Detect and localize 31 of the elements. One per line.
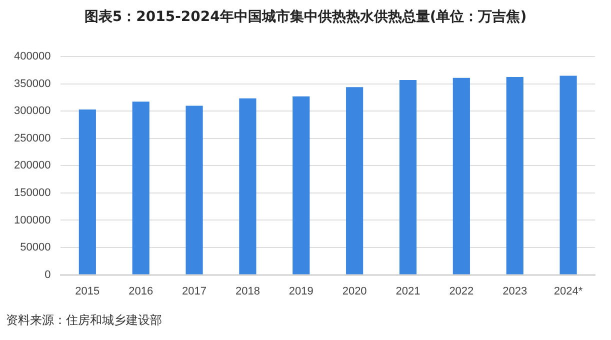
bar xyxy=(78,110,96,274)
y-tick-label: 200000 xyxy=(14,160,51,172)
x-tick-label: 2024* xyxy=(554,285,584,298)
x-tick-label: 2017 xyxy=(182,285,207,298)
bar xyxy=(452,78,470,274)
x-tick-label: 2015 xyxy=(75,285,100,298)
bar xyxy=(506,77,524,274)
y-tick-label: 400000 xyxy=(14,50,51,63)
y-tick-label: 100000 xyxy=(14,214,51,226)
bar xyxy=(399,80,417,274)
bar xyxy=(132,102,150,274)
x-tick-label: 2020 xyxy=(342,285,367,298)
bar xyxy=(292,96,310,274)
text: 资料来源：住房和城乡建设部 xyxy=(6,312,162,329)
y-tick-label: 250000 xyxy=(14,132,51,144)
y-tick-label: 350000 xyxy=(14,78,51,90)
bar xyxy=(239,98,256,274)
chart-title: 图表5：2015-2024年中国城市集中供热热水供热总量(单位：万吉焦) xyxy=(83,8,528,26)
y-tick-label: 0 xyxy=(44,268,51,281)
x-tick-label: 2023 xyxy=(502,285,528,298)
y-tick-label: 300000 xyxy=(14,105,51,118)
bar xyxy=(560,76,577,274)
x-tick-label: 2022 xyxy=(449,285,474,298)
y-tick-label: 50000 xyxy=(20,242,51,254)
x-tick-label: 2018 xyxy=(235,285,260,298)
x-tick-label: 2021 xyxy=(396,285,420,298)
y-tick-label: 150000 xyxy=(14,187,51,200)
bar xyxy=(346,87,364,274)
x-tick-label: 2019 xyxy=(288,285,314,298)
x-tick-label: 2016 xyxy=(128,285,154,298)
bar xyxy=(186,106,203,274)
